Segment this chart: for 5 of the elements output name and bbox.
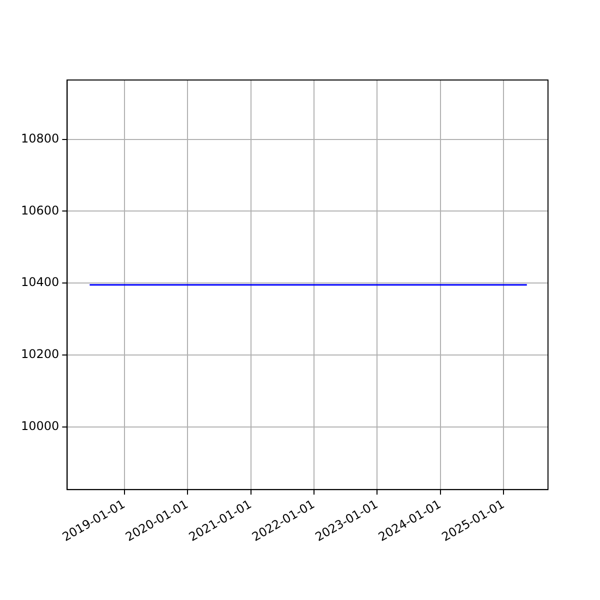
y-tick-label: 10800: [20, 131, 60, 146]
y-tick-label: 10200: [20, 347, 60, 362]
y-tick-label: 10600: [20, 203, 60, 218]
y-tick-label: 10000: [20, 418, 60, 433]
y-tick-label: 10400: [20, 275, 60, 290]
